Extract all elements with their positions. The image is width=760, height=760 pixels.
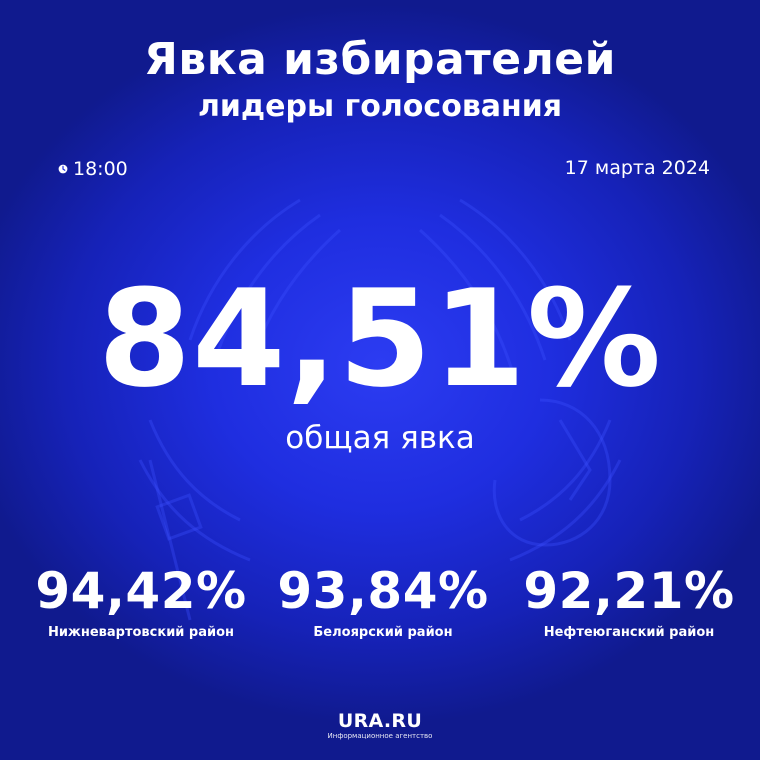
- page-title: Явка избирателей: [144, 34, 616, 85]
- time-indicator: 18:00: [58, 158, 128, 180]
- leader-district: Белоярский район: [313, 625, 453, 640]
- page-subtitle: лидеры голосования: [197, 89, 563, 124]
- ura-ru-logo: URA.RU Информационное агентство: [0, 712, 760, 740]
- leader-item: 92,21% Нефтеюганский район: [504, 566, 754, 639]
- leader-value: 94,42%: [35, 562, 247, 620]
- clock-icon: [58, 164, 68, 174]
- leader-district: Нефтеюганский район: [543, 625, 715, 640]
- logo-tagline: Информационное агентство: [327, 732, 433, 740]
- date-text: 17 марта 2024: [564, 157, 710, 179]
- time-text: 18:00: [73, 158, 128, 180]
- overall-turnout-value: 84,51%: [97, 261, 663, 417]
- logo-brand: URA.RU: [337, 710, 423, 732]
- leader-item: 93,84% Белоярский район: [258, 566, 508, 639]
- leader-item: 94,42% Нижневартовский район: [16, 566, 266, 639]
- leader-district: Нижневартовский район: [47, 625, 235, 640]
- overall-turnout-label: общая явка: [285, 420, 475, 456]
- leader-value: 93,84%: [277, 562, 489, 620]
- leader-value: 92,21%: [523, 562, 735, 620]
